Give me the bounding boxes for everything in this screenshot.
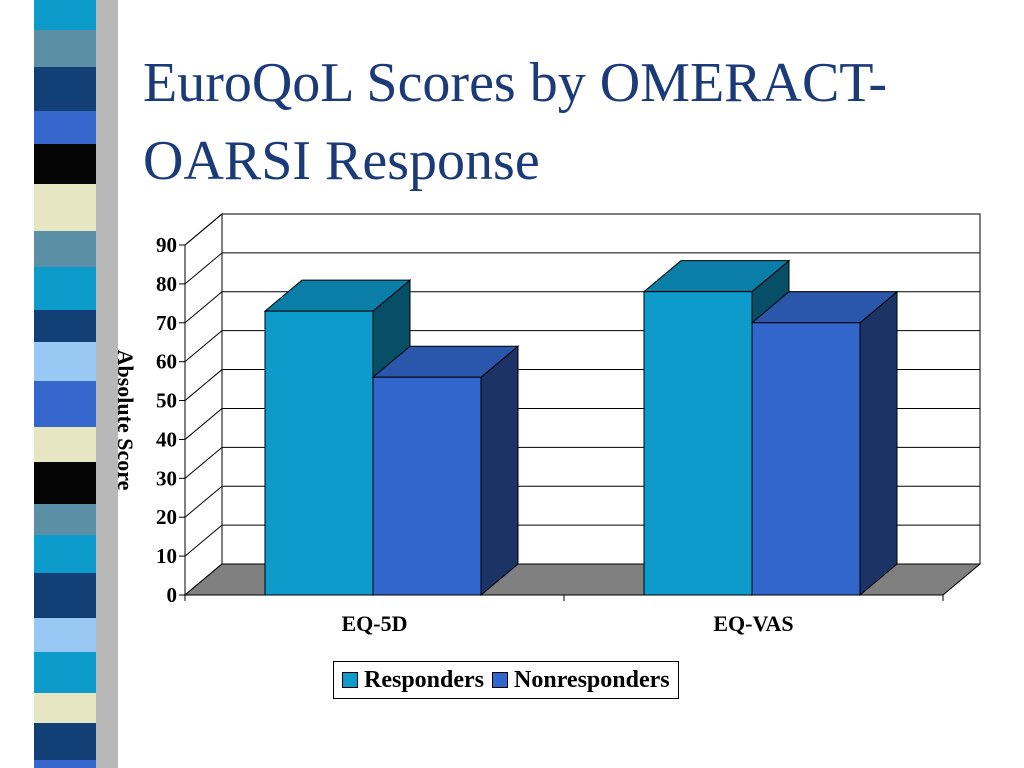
stripe-block — [34, 381, 96, 427]
y-axis-label: Absolute Score — [113, 350, 138, 491]
stripe-block — [34, 427, 96, 462]
stripe-block — [34, 144, 96, 184]
stripe-block — [34, 652, 96, 693]
y-tick-label: 20 — [156, 505, 177, 529]
legend-label-nonresponders: Nonresponders — [514, 666, 670, 693]
x-category-label: EQ-VAS — [713, 611, 793, 636]
gridline — [184, 213, 980, 246]
y-tick-label: 90 — [156, 233, 177, 257]
y-tick-label: 0 — [167, 583, 178, 607]
y-tick-label: 60 — [156, 350, 177, 374]
bar-front — [643, 291, 753, 596]
stripe-block — [34, 30, 96, 67]
stripe-block — [34, 0, 96, 30]
stripe-block — [34, 618, 96, 652]
bar-side — [480, 345, 519, 597]
y-tick-label: 70 — [156, 311, 177, 335]
y-tick-label: 30 — [156, 466, 177, 490]
stripe-block — [34, 760, 96, 768]
stripe-block — [34, 693, 96, 723]
stripe-block — [34, 67, 96, 111]
y-tick-label: 10 — [156, 544, 177, 568]
stripe-block — [34, 723, 96, 760]
stripe-block — [34, 462, 96, 504]
x-category-label: EQ-5D — [342, 611, 408, 636]
stripe-base — [0, 0, 34, 768]
stripe-block — [34, 267, 96, 310]
stripe-block — [34, 231, 96, 267]
stripe-block — [34, 342, 96, 381]
chart-legend: Responders Nonresponders — [333, 661, 679, 699]
stripe-block — [34, 111, 96, 144]
y-tick-label: 40 — [156, 427, 177, 451]
stripe-block — [34, 184, 96, 231]
legend-item-responders: Responders — [342, 667, 484, 694]
bar-nonresponders-eq-5d — [371, 345, 520, 597]
stripe-block — [34, 573, 96, 618]
bar-front — [751, 322, 861, 596]
stripe-block — [34, 504, 96, 535]
stripe-shadow — [96, 0, 118, 768]
legend-label-responders: Responders — [364, 666, 485, 693]
stripe-block — [34, 535, 96, 573]
side-wall — [184, 212, 223, 597]
slide-title: EuroQoL Scores by OMERACT-OARSI Response — [143, 52, 888, 192]
decorative-stripe — [0, 0, 118, 768]
legend-item-nonresponders: Nonresponders — [492, 667, 670, 694]
bar-side — [859, 290, 898, 597]
bar-front — [264, 310, 374, 596]
legend-swatch-nonresponders — [492, 672, 509, 688]
bar-front — [372, 376, 482, 596]
bar-nonresponders-eq-vas — [750, 290, 899, 597]
stripe-block — [34, 310, 96, 342]
legend-swatch-responders — [342, 672, 358, 688]
gridline — [184, 252, 980, 285]
y-tick-label: 80 — [156, 272, 177, 296]
y-tick-label: 50 — [156, 389, 177, 413]
